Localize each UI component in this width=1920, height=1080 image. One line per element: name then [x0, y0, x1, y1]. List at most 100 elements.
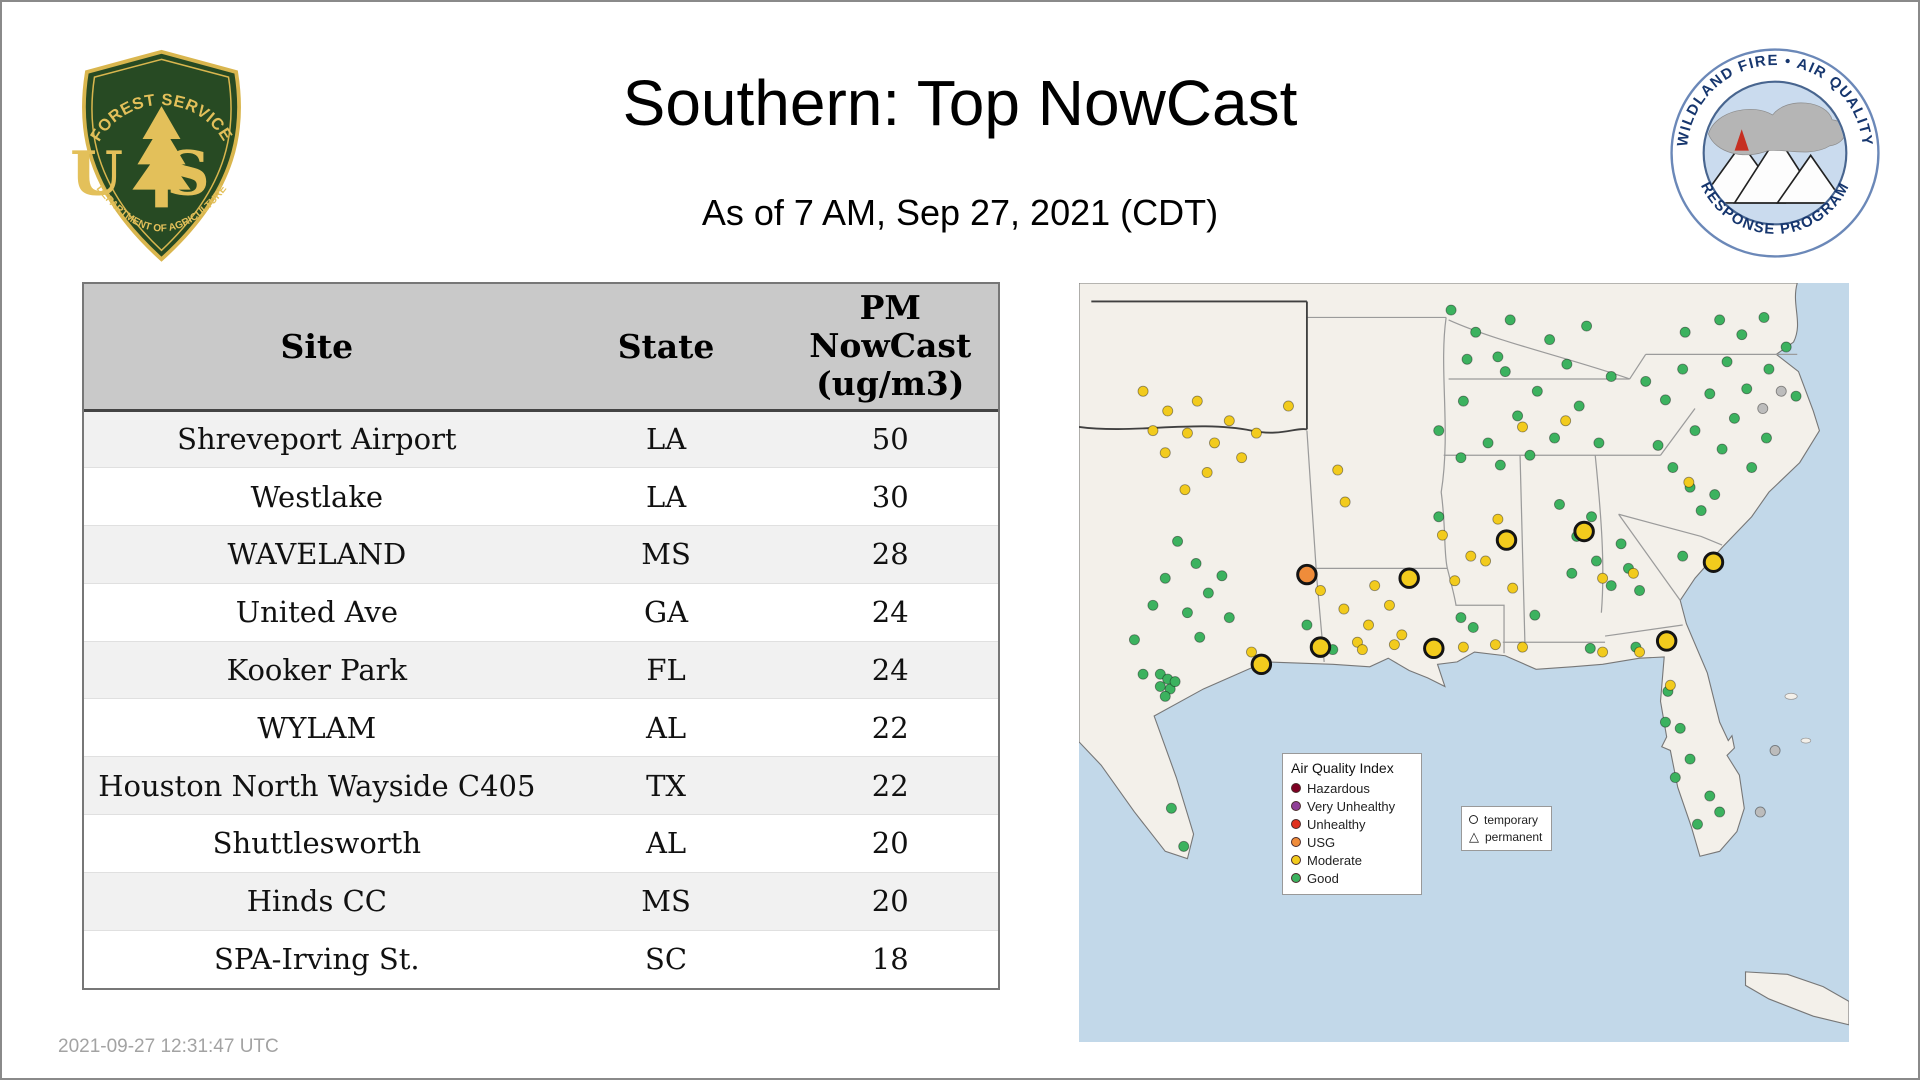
- monitor-dot-large: [1296, 563, 1318, 586]
- table-row: Houston North Wayside C405 TX 22: [84, 756, 998, 815]
- monitor-dot: [1159, 572, 1171, 584]
- monitor-dot: [1216, 570, 1228, 582]
- monitor-dot: [1201, 466, 1213, 478]
- monitor-dot: [1178, 840, 1190, 852]
- monitor-dot: [1640, 375, 1652, 387]
- table-row: Westlake LA 30: [84, 467, 998, 526]
- monitor-dot: [1169, 676, 1181, 688]
- monitor-dot: [1716, 443, 1728, 455]
- legend-swatch-icon: [1291, 855, 1301, 865]
- monitor-dot: [1492, 513, 1504, 525]
- marker-legend: temporary △ permanent: [1461, 806, 1553, 851]
- aqi-legend: Air Quality Index Hazardous Very Unhealth…: [1282, 753, 1422, 895]
- legend-entry: Good: [1291, 869, 1413, 887]
- monitor-dot: [1209, 437, 1221, 449]
- monitor-dot-large: [1423, 637, 1445, 660]
- monitor-dot: [1586, 511, 1597, 523]
- monitor-dot: [1250, 427, 1262, 439]
- monitor-dot: [1489, 639, 1501, 651]
- temporary-marker-label: temporary: [1484, 812, 1539, 827]
- monitor-dot: [1181, 607, 1193, 619]
- monitor-dot: [1223, 612, 1235, 624]
- monitor-dot: [1677, 550, 1689, 562]
- monitor-dot: [1757, 403, 1769, 414]
- region-outline: [1079, 300, 1308, 434]
- monitor-dot: [1683, 476, 1695, 488]
- monitor-dot: [1282, 400, 1294, 412]
- monitor-dot: [1445, 304, 1457, 316]
- monitor-dot: [1704, 388, 1716, 400]
- monitor-dot: [1634, 646, 1646, 658]
- legend-label: Unhealthy: [1307, 816, 1366, 832]
- monitor-dot-large: [1250, 653, 1273, 676]
- map-canvas: [1079, 283, 1849, 1042]
- monitor-dot: [1128, 634, 1140, 646]
- value-cell: 22: [871, 710, 909, 745]
- site-cell: Hinds CC: [246, 884, 387, 919]
- table-row: WAVELAND MS 28: [84, 525, 998, 584]
- value-cell: 24: [871, 595, 909, 630]
- table-row: SPA-Irving St. SC 18: [84, 930, 998, 988]
- monitor-dot: [1159, 690, 1171, 702]
- nowcast-table: Site State PM NowCast (ug/m3) Shreveport…: [82, 282, 1000, 990]
- monitor-dots-layer: [1128, 304, 1802, 852]
- monitor-dot: [1172, 535, 1184, 547]
- state-cell: SC: [645, 942, 688, 977]
- table-row: Shuttlesworth AL 20: [84, 814, 998, 873]
- monitor-dot: [1457, 641, 1469, 653]
- monitor-dot: [1741, 383, 1753, 395]
- map-island: [1784, 692, 1798, 700]
- table-row: Shreveport Airport LA 50: [84, 410, 998, 468]
- legend-entry: USG: [1291, 833, 1413, 851]
- monitor-dot: [1728, 412, 1740, 424]
- monitor-dot: [1634, 585, 1646, 597]
- pine-tree-icon: [132, 106, 191, 208]
- monitor-dot-large: [1495, 529, 1518, 551]
- monitor-dot: [1433, 511, 1445, 523]
- monitor-dot: [1455, 612, 1467, 624]
- temporary-marker-icon: [1469, 815, 1478, 824]
- monitor-dot-large: [1573, 520, 1595, 543]
- monitor-dot: [1544, 334, 1556, 346]
- state-cell: LA: [645, 422, 687, 457]
- monitor-dot: [1482, 437, 1494, 449]
- monitor-dot: [1154, 681, 1166, 692]
- table-header-row: Site State PM NowCast (ug/m3): [84, 284, 998, 412]
- monitor-dot: [1517, 421, 1529, 433]
- monitor-dot-large: [1702, 551, 1725, 573]
- monitor-dot: [1492, 351, 1504, 363]
- monitor-dot: [1455, 452, 1467, 464]
- monitor-dot: [1223, 415, 1235, 427]
- monitor-dot: [1597, 572, 1609, 584]
- monitor-dot: [1301, 619, 1313, 631]
- monitor-dot: [1659, 394, 1671, 406]
- monitor-dot: [1560, 415, 1572, 427]
- shield-inner-line: [91, 58, 232, 252]
- monitor-dot-large: [1655, 630, 1678, 652]
- monitor-dot: [1664, 679, 1676, 691]
- legend-swatch-icon: [1291, 837, 1301, 847]
- monitor-dot: [1566, 567, 1578, 579]
- value-cell: 28: [871, 537, 909, 572]
- monitor-dot: [1561, 358, 1573, 370]
- monitor-dot: [1684, 753, 1696, 765]
- map-cuba: [1744, 971, 1849, 1026]
- monitor-dot: [1709, 489, 1721, 501]
- table-row: WYLAM AL 22: [84, 698, 998, 757]
- monitor-dot: [1746, 462, 1758, 473]
- state-cell: MS: [641, 884, 691, 919]
- col-header-site: Site: [84, 284, 550, 412]
- state-cell: FL: [646, 653, 686, 688]
- monitor-dot: [1332, 464, 1344, 476]
- marker-legend-row: △ permanent: [1469, 828, 1542, 845]
- monitor-dot: [1339, 496, 1351, 508]
- monitor-dot-large: [1398, 567, 1420, 589]
- monitor-dot: [1154, 668, 1166, 680]
- state-cell: GA: [644, 595, 689, 630]
- site-cell: Shreveport Airport: [177, 422, 457, 457]
- monitor-dot: [1179, 484, 1191, 496]
- monitor-dot: [1194, 631, 1206, 643]
- monitor-dot: [1659, 716, 1671, 728]
- table-row: United Ave GA 24: [84, 583, 998, 642]
- monitor-dot: [1517, 641, 1529, 653]
